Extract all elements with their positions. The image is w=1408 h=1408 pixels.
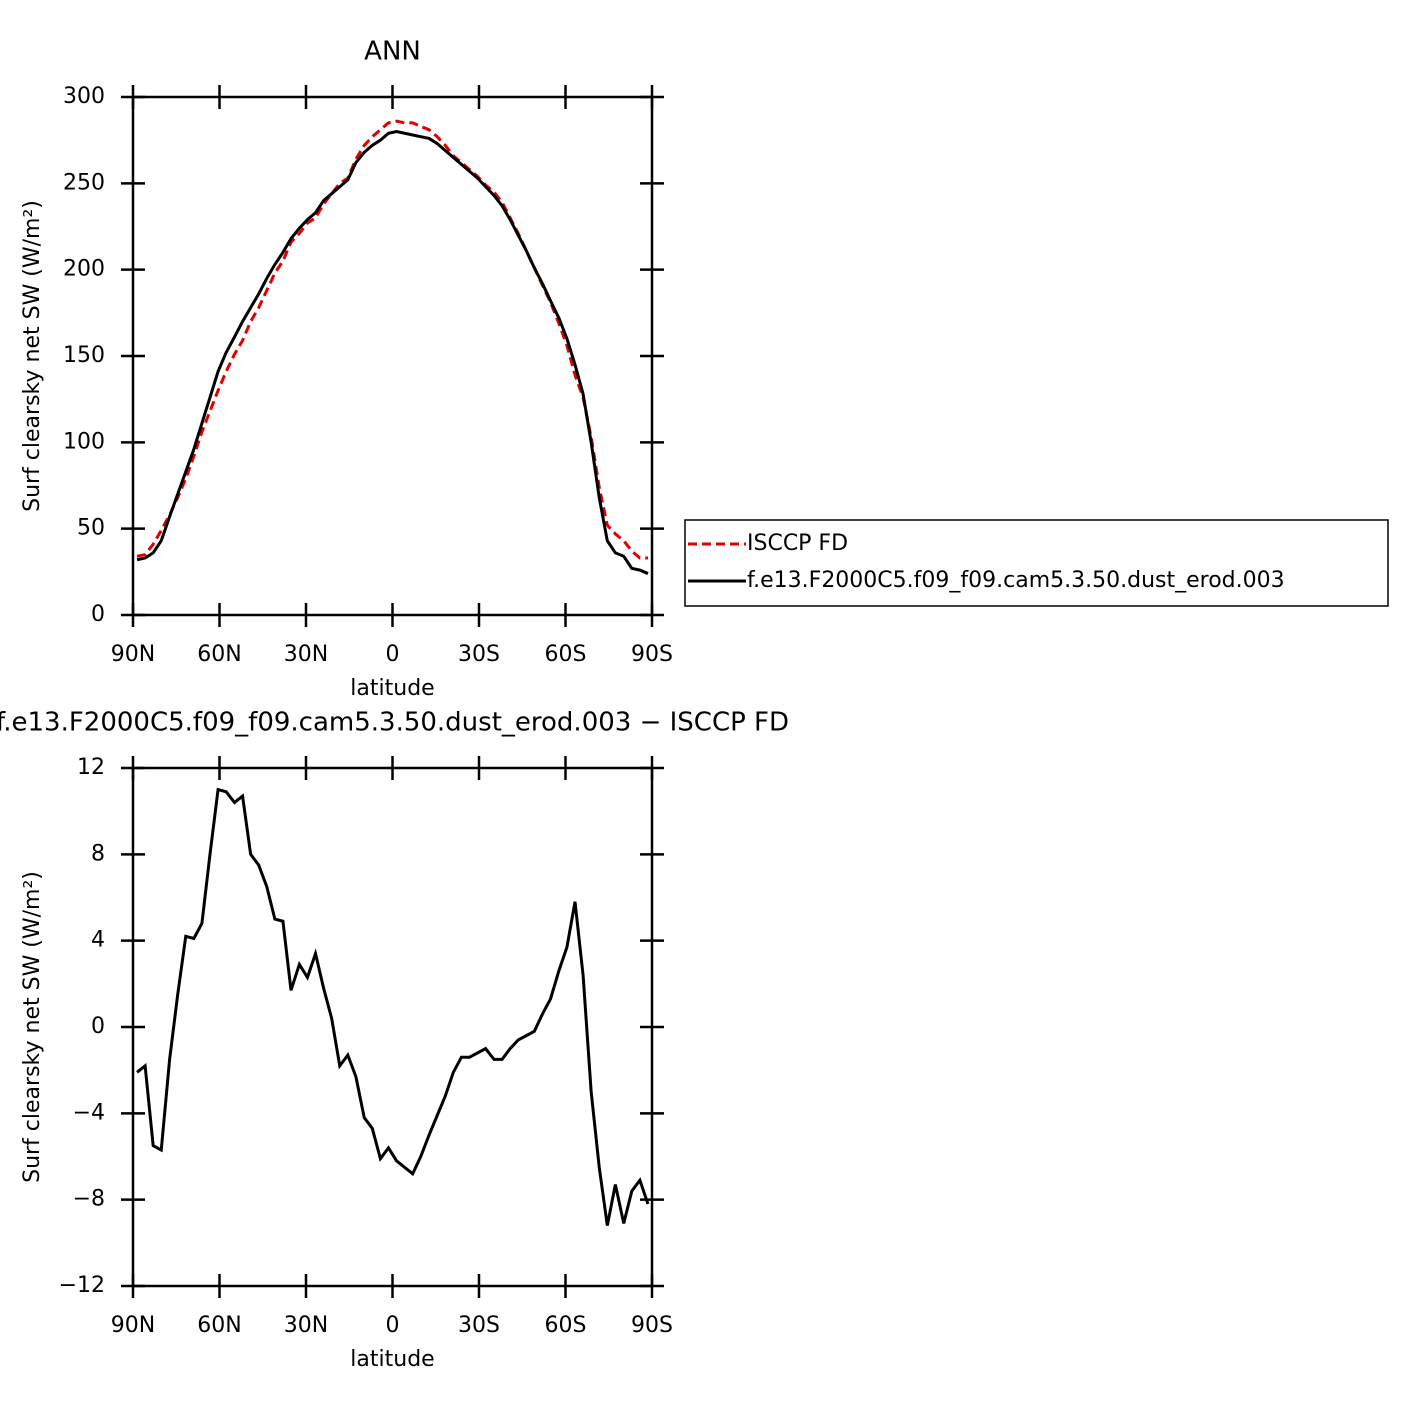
x-tick-label: 60N [197, 642, 241, 667]
y-tick-label: 300 [63, 84, 105, 109]
legend-box [684, 519, 1389, 607]
y-tick-label: 8 [91, 841, 105, 866]
x-axis-label: latitude [350, 1347, 434, 1372]
y-tick-label: 0 [91, 1014, 105, 1039]
y-tick-label: 250 [63, 170, 105, 195]
x-tick-label: 0 [386, 642, 400, 667]
x-tick-label: 30S [458, 642, 500, 667]
x-tick-label: 90N [111, 1313, 155, 1338]
y-tick-label: 12 [77, 755, 105, 780]
y-tick-label: 200 [63, 257, 105, 282]
plot-frame [131, 95, 654, 617]
x-tick-label: 30S [458, 1313, 500, 1338]
legend-label: ISCCP FD [747, 531, 848, 556]
x-tick-label: 60N [197, 1313, 241, 1338]
plot-frame [131, 766, 654, 1288]
y-tick-label: 150 [63, 343, 105, 368]
y-axis-label: Surf clearsky net SW (W/m²) [20, 871, 45, 1183]
y-tick-label: 50 [77, 516, 105, 541]
x-tick-label: 90N [111, 642, 155, 667]
x-tick-label: 90S [631, 642, 673, 667]
x-tick-label: 90S [631, 1313, 673, 1338]
y-tick-label: −8 [73, 1187, 105, 1212]
y-tick-label: 4 [91, 928, 105, 953]
y-tick-label: 100 [63, 429, 105, 454]
y-axis-label: Surf clearsky net SW (W/m²) [20, 200, 45, 512]
y-tick-label: 0 [91, 602, 105, 627]
x-tick-label: 60S [545, 642, 587, 667]
x-tick-label: 60S [545, 1313, 587, 1338]
data-line [136, 119, 648, 560]
x-tick-label: 0 [386, 1313, 400, 1338]
y-tick-label: −12 [59, 1273, 105, 1298]
x-axis-label: latitude [350, 676, 434, 701]
legend-label: f.e13.F2000C5.f09_f09.cam5.3.50.dust_ero… [747, 568, 1285, 593]
data-line [136, 129, 649, 575]
x-tick-label: 30N [284, 642, 328, 667]
chart-title: ANN [364, 37, 421, 67]
x-tick-label: 30N [284, 1313, 328, 1338]
y-tick-label: −4 [73, 1100, 105, 1125]
chart-title: f.e13.F2000C5.f09_f09.cam5.3.50.dust_ero… [0, 708, 789, 738]
data-line [136, 787, 650, 1226]
